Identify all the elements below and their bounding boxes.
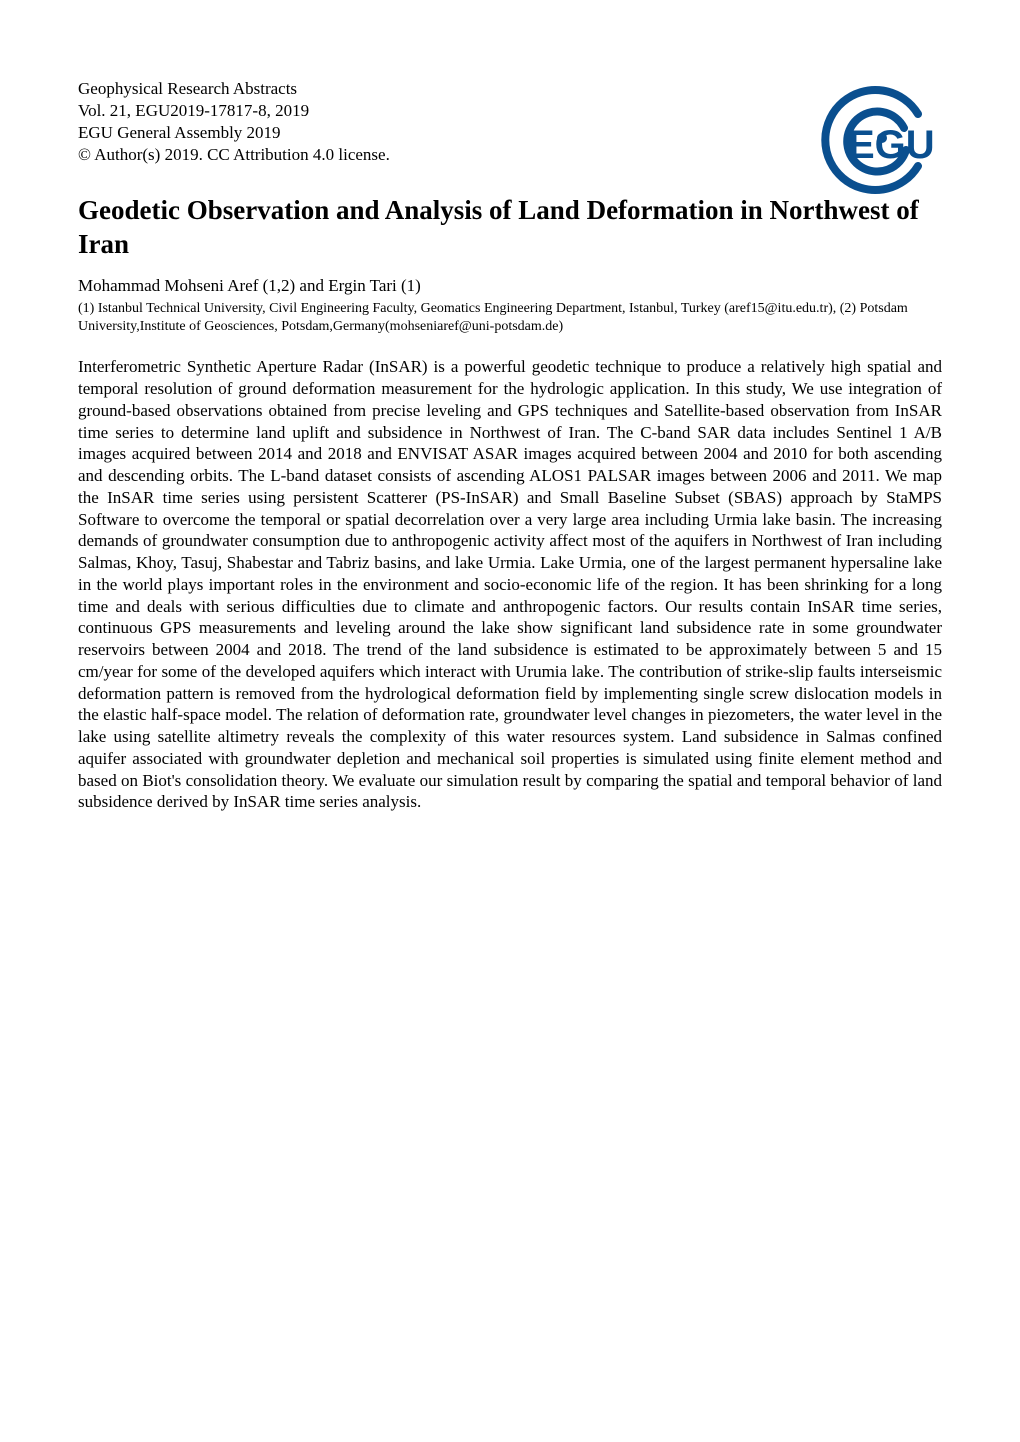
paper-affiliations: (1) Istanbul Technical University, Civil… <box>78 300 942 336</box>
page-root: Geophysical Research Abstracts Vol. 21, … <box>0 0 1020 1442</box>
egu-logo: EGU <box>810 80 940 200</box>
abstract-body: Interferometric Synthetic Aperture Radar… <box>78 356 942 813</box>
egu-logo-text: EGU <box>848 123 935 167</box>
paper-title: Geodetic Observation and Analysis of Lan… <box>78 194 942 262</box>
paper-authors: Mohammad Mohseni Aref (1,2) and Ergin Ta… <box>78 276 942 296</box>
egu-logo-svg: EGU <box>810 80 940 200</box>
